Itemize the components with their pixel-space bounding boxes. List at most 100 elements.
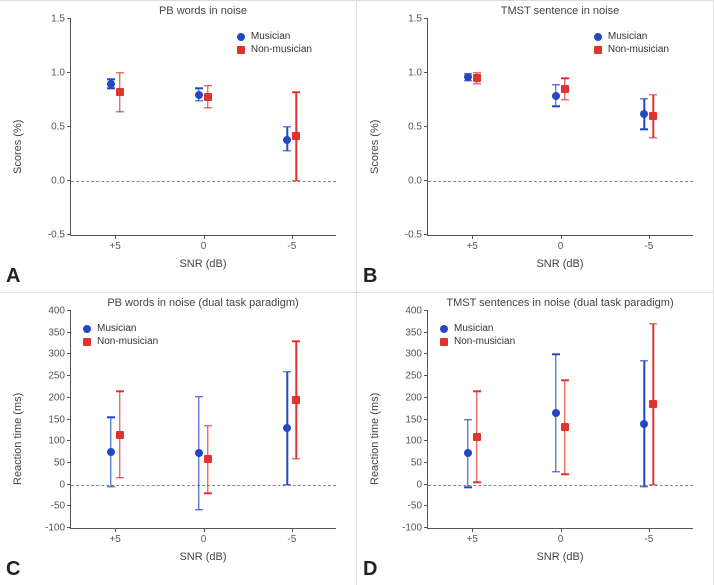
- x-tick-label: 0: [201, 528, 207, 545]
- chart-title: TMST sentence in noise: [427, 5, 693, 17]
- data-point: [107, 80, 115, 88]
- error-cap: [640, 98, 648, 99]
- data-point: [640, 420, 648, 428]
- y-axis-label: Reaction time (ms): [10, 293, 26, 585]
- y-tick-label: 150: [405, 414, 428, 425]
- square-icon: [83, 338, 91, 346]
- error-cap: [649, 137, 657, 138]
- y-tick-label: 100: [48, 436, 71, 447]
- error-cap: [283, 150, 291, 151]
- data-point: [283, 424, 291, 432]
- error-cap: [292, 92, 300, 93]
- legend-label: Non-musician: [454, 336, 515, 347]
- error-cap: [107, 486, 115, 487]
- x-tick-label: +5: [109, 528, 120, 545]
- error-cap: [473, 391, 481, 392]
- legend-item: Non-musician: [594, 44, 669, 55]
- square-icon: [237, 46, 245, 54]
- y-tick-label: 150: [48, 414, 71, 425]
- x-tick-label: -5: [287, 528, 296, 545]
- y-tick-label: -100: [45, 523, 71, 534]
- legend-item: Musician: [594, 31, 669, 42]
- x-tick-label: 0: [201, 235, 207, 252]
- error-cap: [116, 111, 124, 112]
- panel-A: APB words in noiseSNR (dB)Scores (%)-0.5…: [0, 0, 357, 292]
- y-tick-label: 0.5: [51, 122, 71, 133]
- y-tick-label: 0.0: [408, 176, 428, 187]
- figure: APB words in noiseSNR (dB)Scores (%)-0.5…: [0, 0, 714, 585]
- error-cap: [561, 78, 569, 79]
- x-tick-label: 0: [558, 235, 564, 252]
- plot-area: -100-50050100150200250300350400+50-5Musi…: [70, 311, 336, 529]
- circle-icon: [83, 325, 91, 333]
- error-cap: [552, 106, 560, 107]
- legend-label: Non-musician: [97, 336, 158, 347]
- data-point: [195, 91, 203, 99]
- error-cap: [204, 425, 212, 426]
- y-axis-label: Scores (%): [367, 1, 383, 292]
- y-tick-label: 1.5: [51, 14, 71, 25]
- panel-B: BTMST sentence in noiseSNR (dB)Scores (%…: [357, 0, 714, 292]
- error-cap: [283, 126, 291, 127]
- data-point: [464, 73, 472, 81]
- error-cap: [649, 94, 657, 95]
- legend-item: Musician: [237, 31, 312, 42]
- legend-item: Non-musician: [440, 336, 515, 347]
- square-icon: [594, 46, 602, 54]
- y-tick-label: 0: [416, 479, 428, 490]
- data-point: [283, 136, 291, 144]
- y-axis-label: Reaction time (ms): [367, 293, 383, 585]
- x-axis-label: SNR (dB): [427, 258, 693, 270]
- error-cap: [552, 354, 560, 355]
- y-tick-label: -0.5: [48, 230, 71, 241]
- y-tick-label: -50: [51, 501, 71, 512]
- x-tick-label: -5: [644, 235, 653, 252]
- legend-label: Musician: [251, 31, 290, 42]
- y-tick-label: -0.5: [405, 230, 428, 241]
- y-tick-label: 1.0: [408, 68, 428, 79]
- error-cap: [552, 84, 560, 85]
- error-cap: [649, 323, 657, 324]
- error-cap: [107, 417, 115, 418]
- error-cap: [649, 484, 657, 485]
- x-axis-label: SNR (dB): [70, 258, 336, 270]
- error-cap: [561, 473, 569, 474]
- error-cap: [561, 380, 569, 381]
- error-cap: [473, 83, 481, 84]
- data-point: [116, 431, 124, 439]
- error-cap: [552, 471, 560, 472]
- y-tick-label: -50: [408, 501, 428, 512]
- data-point: [473, 433, 481, 441]
- error-cap: [116, 391, 124, 392]
- y-tick-label: 0: [59, 479, 71, 490]
- data-point: [649, 112, 657, 120]
- legend-item: Non-musician: [237, 44, 312, 55]
- chart-title: PB words in noise (dual task paradigm): [70, 297, 336, 309]
- legend-label: Musician: [608, 31, 647, 42]
- legend-item: Musician: [440, 323, 515, 334]
- data-point: [464, 449, 472, 457]
- panel-C: CPB words in noise (dual task paradigm)S…: [0, 292, 357, 585]
- y-tick-label: 250: [405, 371, 428, 382]
- error-cap: [292, 341, 300, 342]
- error-cap: [561, 99, 569, 100]
- y-tick-label: 100: [405, 436, 428, 447]
- error-cap: [473, 482, 481, 483]
- y-tick-label: 350: [405, 327, 428, 338]
- x-tick-label: +5: [466, 528, 477, 545]
- y-tick-label: 1.0: [51, 68, 71, 79]
- circle-icon: [594, 33, 602, 41]
- error-cap: [204, 85, 212, 86]
- y-tick-label: 1.5: [408, 14, 428, 25]
- legend-label: Non-musician: [251, 44, 312, 55]
- error-cap: [283, 371, 291, 372]
- error-cap: [116, 477, 124, 478]
- legend: Musician Non-musician: [440, 323, 515, 349]
- error-cap: [283, 484, 291, 485]
- y-tick-label: 300: [48, 349, 71, 360]
- x-tick-label: -5: [287, 235, 296, 252]
- y-tick-label: 200: [405, 392, 428, 403]
- chart-title: TMST sentences in noise (dual task parad…: [427, 297, 693, 309]
- x-tick-label: -5: [644, 528, 653, 545]
- y-tick-label: 400: [48, 306, 71, 317]
